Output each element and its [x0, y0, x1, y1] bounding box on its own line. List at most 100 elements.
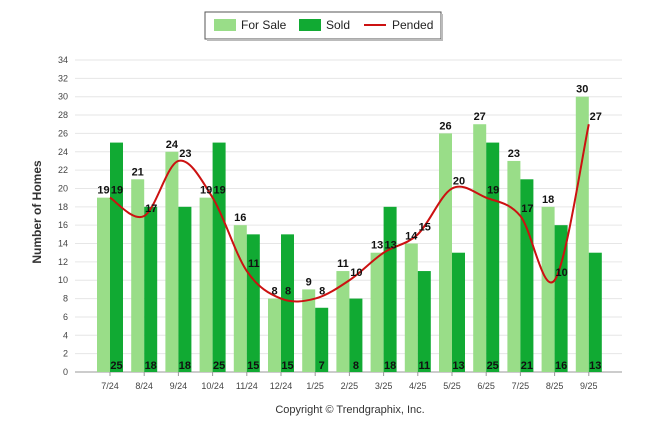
y-tick-label: 6 — [63, 312, 68, 322]
label-for-sale: 21 — [132, 166, 144, 178]
label-for-sale: 23 — [508, 148, 520, 160]
bar-sold — [383, 206, 397, 372]
x-tick-label: 9/24 — [170, 381, 188, 391]
y-tick-label: 2 — [63, 349, 68, 359]
label-sold: 7 — [319, 360, 325, 372]
y-tick-label: 22 — [58, 165, 68, 175]
bar-for-sale — [404, 243, 418, 372]
label-pended: 10 — [555, 267, 567, 279]
label-sold: 25 — [487, 360, 499, 372]
x-axis-ticks: 7/24 8/24 9/24 10/24 11/24 12/24 1/25 2/25 3/25 4… — [101, 372, 598, 391]
bar-for-sale — [575, 96, 589, 373]
bar-for-sale — [473, 124, 487, 372]
x-tick-label: 10/24 — [201, 381, 224, 391]
label-pended: 17 — [521, 203, 533, 215]
label-for-sale: 27 — [474, 111, 486, 123]
bar-for-sale — [131, 179, 145, 372]
label-sold: 18 — [384, 360, 396, 372]
y-tick-label: 30 — [58, 92, 68, 102]
y-tick-label: 14 — [58, 239, 68, 249]
bar-sold — [246, 234, 260, 372]
label-sold: 25 — [110, 360, 122, 372]
label-sold: 15 — [281, 360, 293, 372]
bar-sold — [144, 206, 158, 372]
label-pended: 8 — [319, 286, 325, 298]
bar-sold — [452, 252, 465, 372]
label-pended: 11 — [248, 258, 260, 270]
label-for-sale: 9 — [306, 276, 312, 288]
bar-for-sale — [233, 225, 247, 372]
label-for-sale: 19 — [97, 185, 109, 197]
legend-box — [204, 11, 442, 40]
x-tick-label: 7/24 — [101, 381, 119, 391]
legend-swatch-sold — [299, 19, 321, 31]
bar-for-sale — [336, 271, 350, 372]
label-pended: 10 — [350, 267, 362, 279]
legend-label-for-sale: For Sale — [241, 18, 287, 32]
x-tick-label: 6/25 — [477, 381, 495, 391]
y-tick-label: 4 — [63, 330, 68, 340]
legend-shadow — [441, 14, 443, 41]
bar-sold — [486, 142, 500, 372]
pended-line — [109, 124, 590, 303]
y-tick-label: 12 — [58, 257, 68, 267]
label-for-sale: 18 — [542, 194, 554, 206]
x-tick-label: 5/25 — [443, 381, 461, 391]
label-sold: 13 — [452, 360, 464, 372]
x-tick-label: 8/25 — [546, 381, 564, 391]
x-tick-label: 9/25 — [580, 381, 598, 391]
label-sold: 13 — [589, 360, 601, 372]
label-pended: 19 — [213, 185, 225, 197]
bar-sold — [554, 225, 568, 372]
bar-for-sale — [199, 197, 213, 372]
y-tick-label: 24 — [58, 147, 68, 157]
legend-shadow-bottom — [207, 39, 443, 41]
copyright-footer: Copyright © Trendgraphix, Inc. — [275, 404, 424, 416]
label-for-sale: 26 — [439, 120, 451, 132]
x-tick-label: 8/24 — [135, 381, 153, 391]
label-pended: 19 — [111, 185, 123, 197]
bar-sold — [110, 142, 123, 372]
label-pended: 13 — [384, 240, 396, 252]
bar-for-sale — [165, 151, 179, 372]
label-for-sale: 24 — [166, 139, 179, 151]
label-sold: 21 — [521, 360, 533, 372]
x-tick-label: 11/24 — [236, 381, 258, 391]
bar-sold — [178, 206, 192, 372]
y-tick-label: 18 — [58, 202, 68, 212]
y-tick-label: 26 — [58, 128, 68, 138]
legend-label-pended: Pended — [392, 18, 433, 32]
y-axis-label: Number of Homes — [30, 160, 44, 264]
bar-sold — [417, 271, 431, 372]
label-for-sale: 14 — [405, 231, 418, 243]
y-tick-label: 20 — [58, 183, 68, 193]
label-sold: 18 — [145, 360, 157, 372]
legend-label-sold: Sold — [326, 18, 350, 32]
y-tick-label: 34 — [58, 55, 68, 65]
bar-sold — [349, 298, 363, 372]
label-for-sale: 30 — [576, 84, 588, 96]
label-pended: 15 — [419, 221, 431, 233]
pended-line-group — [109, 124, 590, 303]
x-tick-label: 1/25 — [306, 381, 324, 391]
x-tick-label: 12/24 — [270, 381, 293, 391]
label-for-sale: 13 — [371, 240, 383, 252]
label-for-sale: 19 — [200, 185, 212, 197]
y-tick-label: 8 — [63, 294, 68, 304]
y-tick-label: 28 — [58, 110, 68, 120]
data-labels: 19 25 21 18 24 18 19 25 16 15 8 15 9 7 11 8 13 18 14 11 26 13… — [97, 84, 602, 372]
bar-for-sale — [370, 252, 384, 372]
bar-for-sale — [541, 206, 555, 372]
label-for-sale: 16 — [234, 212, 246, 224]
y-tick-label: 10 — [58, 275, 68, 285]
bar-sold — [212, 142, 226, 372]
x-tick-label: 2/25 — [341, 381, 359, 391]
x-tick-label: 4/25 — [409, 381, 427, 391]
y-tick-label: 32 — [58, 73, 68, 83]
label-for-sale: 8 — [271, 286, 277, 298]
y-tick-label: 0 — [63, 367, 68, 377]
label-sold: 25 — [213, 360, 225, 372]
bar-sold — [588, 252, 602, 372]
label-pended: 19 — [487, 185, 499, 197]
